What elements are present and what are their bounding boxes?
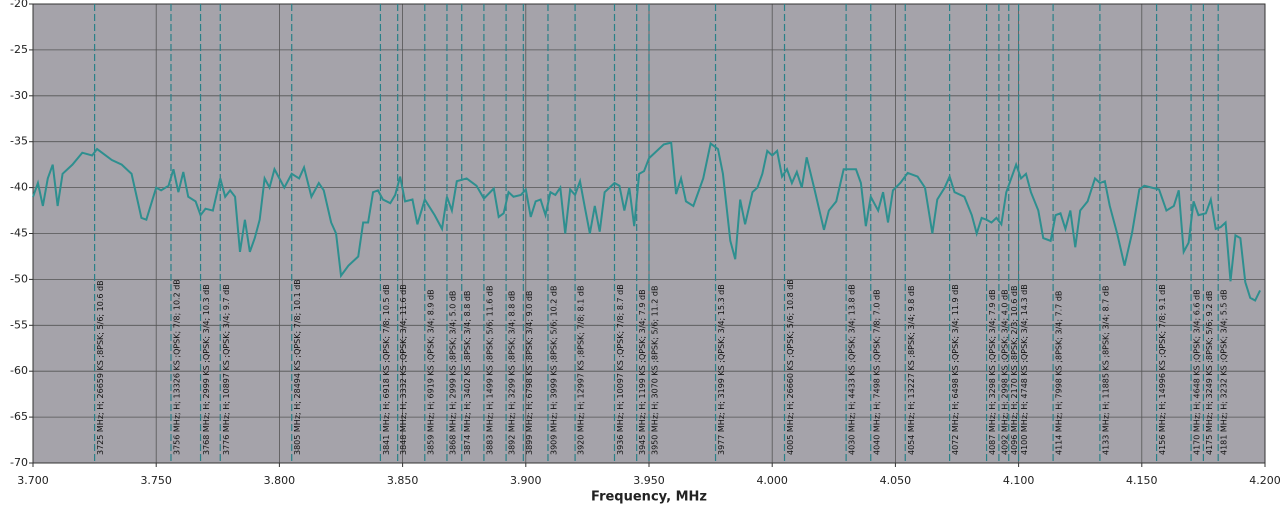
y-tick-label: -70 bbox=[10, 456, 28, 469]
marker-label: 3768 MHz; H; 2999 KS ;QPSK; 3/4; 10.3 dB bbox=[202, 284, 211, 455]
marker-label: 4096 MHz; H; 2170 KS ;8PSK; 2/3; 10.6 dB bbox=[1010, 286, 1019, 456]
marker-label: 3725 MHz; H; 26659 KS ;8PSK; 5/6; 10.6 d… bbox=[96, 280, 105, 455]
marker-label: 3776 MHz; H; 10897 KS ;QPSK; 3/4; 9.7 dB bbox=[222, 284, 231, 455]
y-tick-label: -25 bbox=[10, 43, 28, 56]
x-tick-label: 4.150 bbox=[1126, 474, 1158, 487]
marker-label: 4054 MHz; H; 13227 KS ;8PSK; 3/4; 9.8 dB bbox=[907, 286, 916, 456]
marker-label: 4175 MHz; H; 3249 KS ;8PSK; 5/6; 9.2 dB bbox=[1205, 291, 1214, 455]
x-tick-label: 3.850 bbox=[387, 474, 419, 487]
marker-label: 4087 MHz; H; 3298 KS ;QPSK; 3/4; 7.9 dB bbox=[988, 289, 997, 455]
y-tick-label: -45 bbox=[10, 227, 28, 240]
x-axis-label: Frequency, MHz bbox=[591, 490, 707, 505]
marker-label: 3848 MHz; H; 3332 KS ;QPSK; 3/4; 11.6 dB bbox=[399, 284, 408, 455]
x-tick-label: 4.050 bbox=[880, 474, 912, 487]
x-tick-label: 4.100 bbox=[1003, 474, 1035, 487]
y-tick-label: -30 bbox=[10, 89, 28, 102]
marker-label: 4040 MHz; H; 7498 KS ;QPSK; 7/8; 7.0 dB bbox=[872, 289, 881, 455]
x-tick-label: 3.950 bbox=[633, 474, 665, 487]
marker-label: 3841 MHz; H; 6918 KS ;QPSK; 7/8; 10.5 dB bbox=[382, 284, 391, 455]
marker-label: 4092 MHz; H; 2998 KS ;QPSK; 3/4; 4.0 dB bbox=[1000, 289, 1009, 455]
marker-label: 3977 MHz; H; 3199 KS ;QPSK; 3/4; 15.3 dB bbox=[717, 284, 726, 455]
y-tick-label: -65 bbox=[10, 410, 28, 423]
marker-label: 3805 MHz; H; 28494 KS ;QPSK; 7/8; 10.1 d… bbox=[293, 279, 302, 455]
marker-label: 4030 MHz; H; 4433 KS ;QPSK; 3/4; 13.8 dB bbox=[848, 284, 857, 455]
y-tick-label: -50 bbox=[10, 272, 28, 285]
marker-label: 3859 MHz; H; 6919 KS ;QPSK; 3/4; 8.9 dB bbox=[426, 289, 435, 455]
marker-label: 3950 MHz; H; 3070 KS ;8PSK; 5/6; 11.2 dB bbox=[651, 286, 660, 456]
marker-label: 3874 MHz; H; 3402 KS ;8PSK; 3/4; 8.8 dB bbox=[463, 291, 472, 455]
x-tick-label: 3.700 bbox=[17, 474, 49, 487]
x-tick-label: 4.200 bbox=[1249, 474, 1280, 487]
y-tick-label: -40 bbox=[10, 181, 28, 194]
x-tick-label: 3.800 bbox=[264, 474, 296, 487]
marker-label: 3936 MHz; H; 10097 KS ;QPSK; 7/8; 8.7 dB bbox=[616, 284, 625, 455]
marker-label: 4170 MHz; H; 4648 KS ;QPSK; 3/4; 6.6 dB bbox=[1193, 289, 1202, 455]
x-tick-label: 3.900 bbox=[510, 474, 542, 487]
marker-label: 4133 MHz; H; 11885 KS ;8PSK; 3/4; 8.7 dB bbox=[1101, 286, 1110, 456]
marker-label: 3868 MHz; H; 2999 KS ;8PSK; 3/4; 5.0 dB bbox=[448, 291, 457, 455]
marker-label: 4100 MHz; H; 4748 KS ;QPSK; 3/4; 14.3 dB bbox=[1020, 284, 1029, 455]
marker-label: 3892 MHz; H; 3299 KS ;8PSK; 3/4; 8.8 dB bbox=[508, 291, 517, 455]
marker-label: 3883 MHz; H; 1499 KS ;8PSK; 5/6; 11.6 dB bbox=[485, 286, 494, 456]
marker-label: 4005 MHz; H; 26660 KS ;QPSK; 5/6; 10.8 d… bbox=[786, 279, 795, 455]
x-tick-label: 3.750 bbox=[140, 474, 172, 487]
marker-label: 3920 MHz; H; 12997 KS ;8PSK; 7/8; 8.1 dB bbox=[577, 286, 586, 456]
marker-label: 3945 MHz; H; 1199 KS ;QPSK; 3/4; 7.9 dB bbox=[638, 289, 647, 455]
x-tick-label: 4.000 bbox=[756, 474, 788, 487]
y-tick-label: -20 bbox=[10, 0, 28, 10]
y-tick-label: -60 bbox=[10, 364, 28, 377]
marker-label: 4156 MHz; H; 14996 KS ;QPSK; 7/8; 9.1 dB bbox=[1158, 284, 1167, 455]
spectrum-line bbox=[32, 141, 1261, 302]
marker-label: 4181 MHz; H; 3232 KS ;QPSK; 3/4; 5.5 dB bbox=[1220, 289, 1229, 455]
marker-label: 3899 MHz; H; 6798 KS ;8PSK; 3/4; 9.0 dB bbox=[525, 291, 534, 455]
marker-label: 3756 MHz; H; 13326 KS ;QPSK; 7/8; 10.2 d… bbox=[172, 279, 181, 455]
y-tick-label: -55 bbox=[10, 318, 28, 331]
y-tick-label: -35 bbox=[10, 135, 28, 148]
marker-label: 4114 MHz; H; 7998 KS ;8PSK; 3/4; 7.7 dB bbox=[1055, 291, 1064, 455]
marker-label: 3909 MHz; H; 3999 KS ;8PSK; 5/6; 10.2 dB bbox=[549, 286, 558, 456]
marker-label: 4072 MHz; H; 6498 KS ;QPSK; 3/4; 11.9 dB bbox=[951, 284, 960, 455]
